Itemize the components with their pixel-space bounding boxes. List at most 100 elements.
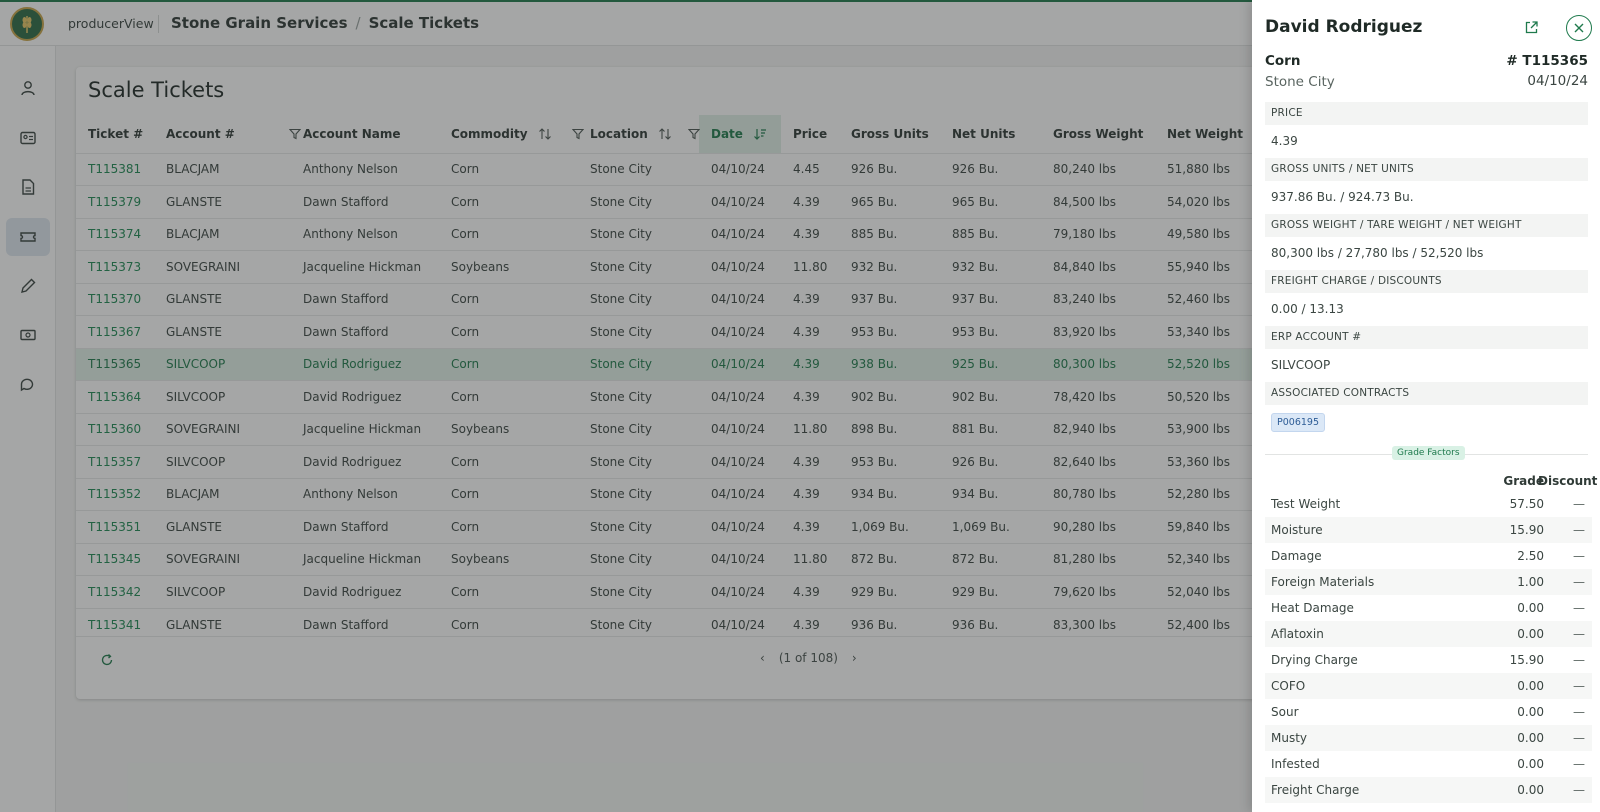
table-row[interactable]: T115374 BLACJAM Anthony Nelson Corn Stone Ci… [76,217,1276,251]
grade-factor-row: Moisture 15.90 — [1265,517,1592,543]
table-row[interactable]: T115365 SILVCOOP David Rodriguez Corn Stone … [76,347,1276,381]
filter-icon[interactable] [289,128,301,140]
sidebar-item-scale-tickets[interactable] [6,218,50,256]
cell-gross-units: 953 Bu. [839,445,940,478]
table-row[interactable]: T115381 BLACJAM Anthony Nelson Corn Stone Ci… [76,152,1276,186]
grade-factor-grade: 2.50 [1517,549,1544,563]
filter-icon[interactable] [688,128,701,140]
breadcrumb-current: Scale Tickets [368,14,480,32]
table-row[interactable]: T115341 GLANSTE Dawn Stafford Corn Stone Cit… [76,607,1276,641]
cell-ticket[interactable]: T115345 [76,542,154,576]
cell-ticket[interactable]: T115379 [76,185,154,218]
table-row[interactable]: T115351 GLANSTE Dawn Stafford Corn Stone Cit… [76,510,1276,543]
grade-factor-grade: 0.00 [1517,783,1544,797]
section-value: 80,300 lbs / 27,780 lbs / 52,520 lbs [1271,246,1484,260]
cell-ticket[interactable]: T115367 [76,315,154,348]
sidebar-item-messages[interactable] [6,366,50,404]
cell-gross-weight: 83,300 lbs [1041,607,1155,641]
cell-location: Stone City [578,607,699,641]
table-row[interactable]: T115360 SOVEGRAINI Jacqueline Hickman Soybe… [76,412,1276,446]
cell-account-name: Dawn Stafford [291,315,439,348]
external-link-icon[interactable] [1524,20,1539,35]
cell-account: GLANSTE [154,282,291,316]
app-logo[interactable] [10,7,44,41]
sidebar-item-payments[interactable] [6,316,50,354]
cell-location: Stone City [578,445,699,478]
cell-ticket[interactable]: T115381 [76,152,154,186]
cell-gross-weight: 80,240 lbs [1041,152,1155,186]
cell-ticket[interactable]: T115364 [76,380,154,413]
detail-section-freight: FREIGHT CHARGE / DISCOUNTS 0.00 / 13.13 [1265,270,1588,326]
cell-commodity: Corn [439,282,578,316]
cell-ticket[interactable]: T115342 [76,575,154,608]
sidebar [0,46,56,812]
column-header-account[interactable]: Account # [154,115,301,153]
cell-ticket[interactable]: T115374 [76,217,154,251]
column-header-location[interactable]: Location [578,115,701,153]
column-header-commodity[interactable]: Commodity [439,115,584,153]
user-icon [21,81,35,96]
section-label: PRICE [1265,102,1588,125]
cell-account-name: Dawn Stafford [291,185,439,218]
cell-account: SILVCOOP [154,380,291,413]
cell-ticket[interactable]: T115351 [76,510,154,543]
chevron-left-icon[interactable]: ‹ [760,651,765,665]
sidebar-item-documents[interactable] [6,168,50,206]
column-header-net-units[interactable]: Net Units [952,126,1016,141]
table-row[interactable]: T115352 BLACJAM Anthony Nelson Corn Stone Ci… [76,477,1276,511]
table-row[interactable]: T115367 GLANSTE Dawn Stafford Corn Stone Cit… [76,315,1276,348]
cell-ticket[interactable]: T115357 [76,445,154,478]
table-row[interactable]: T115345 SOVEGRAINI Jacqueline Hickman Soybe… [76,542,1276,576]
grade-factor-grade: 0.00 [1517,679,1544,693]
column-header-ticket[interactable]: Ticket # [88,126,144,141]
column-header-date[interactable]: Date [699,115,781,153]
cell-date: 04/10/24 [699,250,781,283]
grade-factor-name: Damage [1271,549,1322,563]
cell-price: 4.39 [781,380,839,413]
sidebar-item-accounts[interactable] [6,119,50,157]
cell-net-units: 936 Bu. [940,607,1041,641]
cell-date: 04/10/24 [699,380,781,413]
cell-ticket[interactable]: T115341 [76,607,154,641]
cell-ticket[interactable]: T115360 [76,412,154,446]
cell-gross-weight: 82,940 lbs [1041,412,1155,446]
contract-chip[interactable]: P006195 [1271,413,1325,432]
cell-price: 4.39 [781,282,839,316]
column-header-gross-weight[interactable]: Gross Weight [1053,126,1144,141]
cell-ticket[interactable]: T115373 [76,250,154,283]
sort-icon[interactable] [658,128,672,141]
cell-date: 04/10/24 [699,282,781,316]
cell-location: Stone City [578,542,699,576]
filter-icon[interactable] [571,128,584,140]
modal-backdrop[interactable] [0,0,1252,812]
column-header-gross-units[interactable]: Gross Units [851,126,929,141]
chevron-right-icon[interactable]: › [851,651,857,665]
cell-account-name: Jacqueline Hickman [291,250,439,283]
refresh-icon[interactable] [100,653,114,667]
cell-price: 11.80 [781,542,839,576]
cell-location: Stone City [578,575,699,608]
close-button[interactable] [1566,15,1592,41]
table-row[interactable]: T115370 GLANSTE Dawn Stafford Corn Stone Cit… [76,282,1276,316]
cell-location: Stone City [578,282,699,316]
grade-factor-discount: — [1573,783,1585,797]
column-header-net-weight[interactable]: Net Weight [1167,126,1244,141]
cell-ticket[interactable]: T115352 [76,477,154,511]
column-header-price[interactable]: Price [793,126,828,141]
sidebar-item-profile[interactable] [6,69,50,107]
cell-commodity: Corn [439,445,578,478]
sort-descending-icon[interactable] [753,128,767,141]
sort-icon[interactable] [538,128,552,141]
cell-date: 04/10/24 [699,477,781,511]
breadcrumb-company[interactable]: Stone Grain Services [171,14,348,32]
grade-factor-row: Infested 0.00 — [1265,751,1592,777]
cell-ticket[interactable]: T115365 [76,347,154,381]
grade-factor-discount: — [1573,549,1585,563]
table-row[interactable]: T115379 GLANSTE Dawn Stafford Corn Stone Cit… [76,185,1276,218]
table-row[interactable]: T115357 SILVCOOP David Rodriguez Corn Stone … [76,445,1276,478]
sidebar-item-contracts[interactable] [6,267,50,305]
detail-section-units: GROSS UNITS / NET UNITS 937.86 Bu. / 924… [1265,158,1588,214]
column-header-account-name[interactable]: Account Name [303,126,401,141]
cell-price: 4.39 [781,575,839,608]
cell-ticket[interactable]: T115370 [76,282,154,316]
